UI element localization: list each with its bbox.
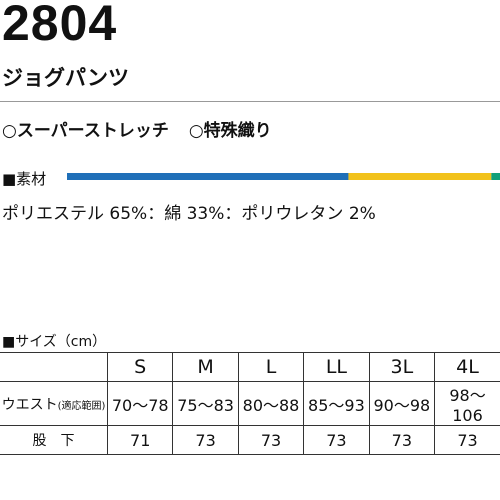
material-segment: [491, 173, 500, 180]
row-label-text: 股 下: [32, 433, 75, 449]
material-name: ポリエステル: [2, 204, 104, 224]
corner-cell: [0, 352, 108, 382]
material-bar: [67, 173, 500, 180]
row-label: ウエスト(適応範囲): [0, 381, 108, 426]
size-header: LL: [303, 352, 370, 382]
size-cell: 70〜78: [106, 381, 174, 426]
material-name: 綿: [164, 204, 182, 224]
size-row: ウエスト(適応範囲) 70〜78 75〜83 80〜88 85〜93 90〜98 98〜10…: [0, 381, 500, 426]
row-label: 股 下: [0, 425, 108, 455]
material-percent: 65%: [109, 204, 148, 224]
material-segment: [348, 173, 492, 180]
features: ○スーパーストレッチ ○特殊織り: [2, 116, 272, 141]
material-name: ポリウレタン: [241, 204, 344, 224]
separator: ：: [147, 204, 165, 224]
product-name: ジョグパンツ: [2, 66, 130, 90]
feature: ○特殊織り: [188, 121, 272, 141]
material-percent: 2%: [348, 204, 376, 224]
size-heading: ■サイズ（cm）: [2, 334, 107, 350]
size-cell: 73: [368, 425, 436, 455]
size-cell: 73: [172, 425, 239, 455]
size-cell: 80〜88: [237, 381, 305, 426]
size-cell: 75〜83: [172, 381, 239, 426]
divider: [0, 101, 500, 102]
size-header: L: [237, 352, 305, 382]
feature: ○スーパーストレッチ: [2, 121, 169, 141]
composition: ポリエステル 65%：綿 33%：ポリウレタン 2%: [2, 199, 376, 224]
row-label-text: ウエスト: [1, 396, 58, 413]
material-segment: [67, 173, 349, 180]
size-cell: 85〜93: [303, 381, 370, 426]
size-header: S: [106, 352, 174, 382]
material-heading: ■素材: [2, 170, 47, 188]
size-row: 股 下 71 73 73 73 73 73: [0, 425, 500, 455]
separator: ：: [224, 204, 242, 224]
size-cell: 90〜98: [368, 381, 436, 426]
size-cell: 98〜106: [434, 381, 500, 426]
size-header: 4L: [434, 352, 500, 382]
model-number: 2804: [2, 0, 118, 51]
size-cell: 71: [106, 425, 174, 455]
material-percent: 33%: [186, 204, 225, 224]
size-cell: 73: [434, 425, 500, 455]
size-header: 3L: [368, 352, 436, 382]
header-row: S M L LL 3L 4L: [0, 352, 500, 382]
size-header: M: [172, 352, 239, 382]
size-cell: 73: [237, 425, 305, 455]
size-table: S M L LL 3L 4L ウエスト(適応範囲) 70〜78 75〜83 80〜88 85〜93 9…: [0, 352, 500, 455]
size-cell: 73: [303, 425, 370, 455]
row-sublabel: (適応範囲): [57, 400, 106, 412]
